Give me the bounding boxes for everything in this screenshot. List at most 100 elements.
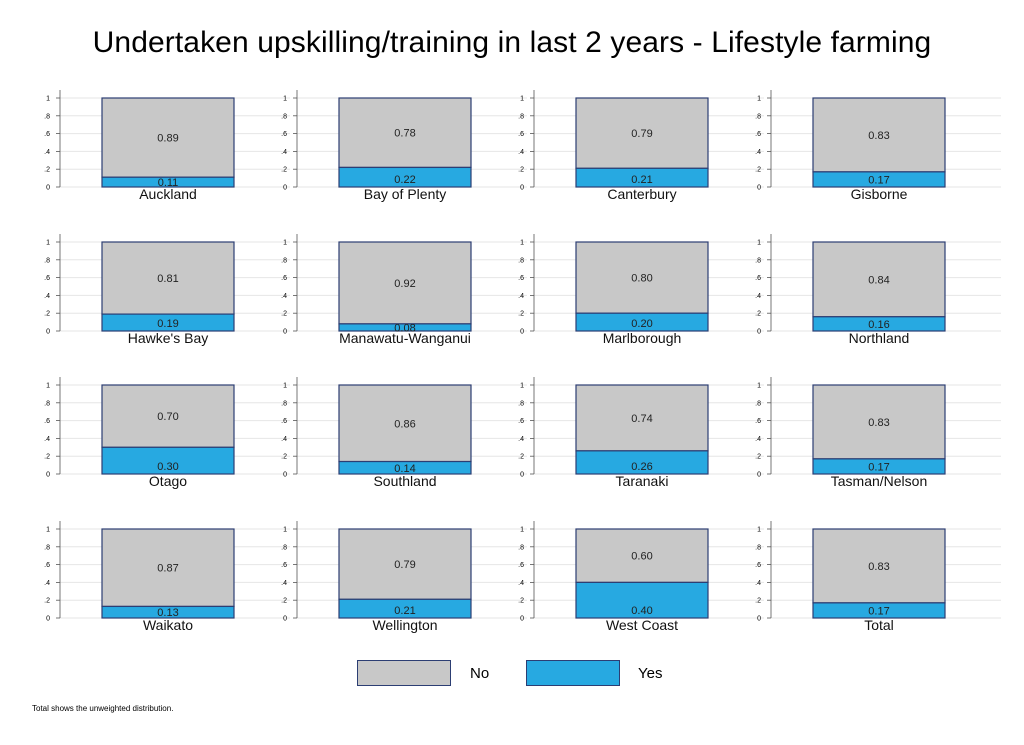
legend-swatch-yes <box>526 660 620 686</box>
y-tick-label: 1 <box>520 240 524 247</box>
panel-label-wellington: Wellington <box>372 617 437 633</box>
y-tick-label: 0 <box>283 472 287 479</box>
y-tick-label: .6 <box>281 562 287 569</box>
y-tick-label: 0 <box>46 185 50 192</box>
y-tick-label: .2 <box>281 167 287 174</box>
y-tick-label: .4 <box>755 293 761 300</box>
y-tick-label: 1 <box>757 240 761 247</box>
y-tick-label: .6 <box>755 131 761 138</box>
y-tick-label: .4 <box>44 149 50 156</box>
y-tick-label: 1 <box>46 527 50 534</box>
y-tick-label: 0 <box>46 616 50 623</box>
y-tick-label: .8 <box>755 113 761 120</box>
data-label-yes-canterbury: 0.21 <box>631 174 652 186</box>
panel-label-hawke-s-bay: Hawke's Bay <box>128 330 208 346</box>
y-tick-label: 1 <box>46 96 50 103</box>
y-tick-label: .4 <box>518 293 524 300</box>
y-tick-label: .8 <box>755 400 761 407</box>
y-tick-label: 0 <box>520 185 524 192</box>
y-tick-label: 0 <box>283 329 287 336</box>
panel-label-canterbury: Canterbury <box>607 186 676 202</box>
y-tick-label: .6 <box>44 275 50 282</box>
data-label-no-bay-of-plenty: 0.78 <box>394 128 415 140</box>
y-tick-label: .4 <box>44 293 50 300</box>
y-tick-label: .6 <box>281 275 287 282</box>
data-label-yes-taranaki: 0.26 <box>631 461 652 473</box>
y-tick-label: .6 <box>518 418 524 425</box>
data-label-no-west-coast: 0.60 <box>631 551 652 563</box>
y-tick-label: .2 <box>44 454 50 461</box>
y-tick-label: .6 <box>518 131 524 138</box>
data-label-no-taranaki: 0.74 <box>631 413 652 425</box>
data-label-no-wellington: 0.79 <box>394 559 415 571</box>
footnote: Total shows the unweighted distribution. <box>32 704 173 713</box>
y-tick-label: .8 <box>44 400 50 407</box>
panel-label-total: Total <box>864 617 894 633</box>
y-tick-label: .8 <box>281 113 287 120</box>
y-tick-label: .2 <box>281 454 287 461</box>
panel-label-tasman-nelson: Tasman/Nelson <box>831 473 928 489</box>
legend-swatch-no <box>357 660 451 686</box>
data-label-yes-hawke-s-bay: 0.19 <box>157 318 178 330</box>
y-tick-label: .6 <box>44 131 50 138</box>
panel-label-west-coast: West Coast <box>606 617 678 633</box>
data-label-yes-bay-of-plenty: 0.22 <box>394 174 415 186</box>
y-tick-label: .8 <box>518 400 524 407</box>
y-tick-label: 0 <box>757 472 761 479</box>
y-tick-label: .4 <box>518 436 524 443</box>
panel-label-auckland: Auckland <box>139 186 197 202</box>
panel-label-taranaki: Taranaki <box>616 473 669 489</box>
y-tick-label: .4 <box>44 436 50 443</box>
data-label-yes-wellington: 0.21 <box>394 605 415 617</box>
y-tick-label: 0 <box>757 329 761 336</box>
y-tick-label: .8 <box>44 544 50 551</box>
data-label-no-northland: 0.84 <box>868 274 889 286</box>
y-tick-label: 0 <box>46 329 50 336</box>
y-tick-label: .6 <box>44 418 50 425</box>
y-tick-label: .2 <box>281 598 287 605</box>
y-tick-label: .8 <box>518 113 524 120</box>
y-tick-label: .8 <box>755 257 761 264</box>
y-tick-label: .8 <box>281 544 287 551</box>
y-tick-label: .8 <box>281 400 287 407</box>
y-tick-label: .2 <box>44 167 50 174</box>
y-tick-label: 1 <box>283 96 287 103</box>
y-tick-label: 0 <box>757 616 761 623</box>
data-label-yes-gisborne: 0.17 <box>868 174 889 186</box>
legend-label-yes: Yes <box>638 665 662 682</box>
panel-label-northland: Northland <box>849 330 910 346</box>
y-tick-label: 1 <box>283 383 287 390</box>
y-tick-label: 1 <box>283 527 287 534</box>
y-tick-label: .6 <box>755 418 761 425</box>
y-tick-label: .2 <box>518 454 524 461</box>
y-tick-label: 1 <box>757 96 761 103</box>
y-tick-label: 1 <box>520 383 524 390</box>
y-tick-label: .2 <box>281 311 287 318</box>
y-tick-label: .4 <box>44 580 50 587</box>
y-tick-label: .8 <box>44 113 50 120</box>
y-tick-label: 0 <box>520 616 524 623</box>
data-label-no-otago: 0.70 <box>157 411 178 423</box>
data-label-no-hawke-s-bay: 0.81 <box>157 273 178 285</box>
data-label-no-waikato: 0.87 <box>157 563 178 575</box>
data-label-yes-west-coast: 0.40 <box>631 605 652 617</box>
y-tick-label: 1 <box>757 383 761 390</box>
y-tick-label: 0 <box>520 329 524 336</box>
y-tick-label: .4 <box>755 436 761 443</box>
y-tick-label: .2 <box>518 167 524 174</box>
y-tick-label: 0 <box>283 616 287 623</box>
y-tick-label: .4 <box>281 436 287 443</box>
y-tick-label: .6 <box>755 562 761 569</box>
y-tick-label: .6 <box>518 275 524 282</box>
y-tick-label: .8 <box>755 544 761 551</box>
legend-label-no: No <box>470 665 489 682</box>
y-tick-label: .6 <box>518 562 524 569</box>
y-tick-label: .2 <box>44 311 50 318</box>
y-tick-label: .2 <box>518 598 524 605</box>
y-tick-label: 0 <box>757 185 761 192</box>
y-tick-label: .4 <box>518 149 524 156</box>
y-tick-label: 1 <box>757 527 761 534</box>
y-tick-label: .6 <box>281 131 287 138</box>
y-tick-label: .6 <box>281 418 287 425</box>
data-label-no-auckland: 0.89 <box>157 133 178 145</box>
